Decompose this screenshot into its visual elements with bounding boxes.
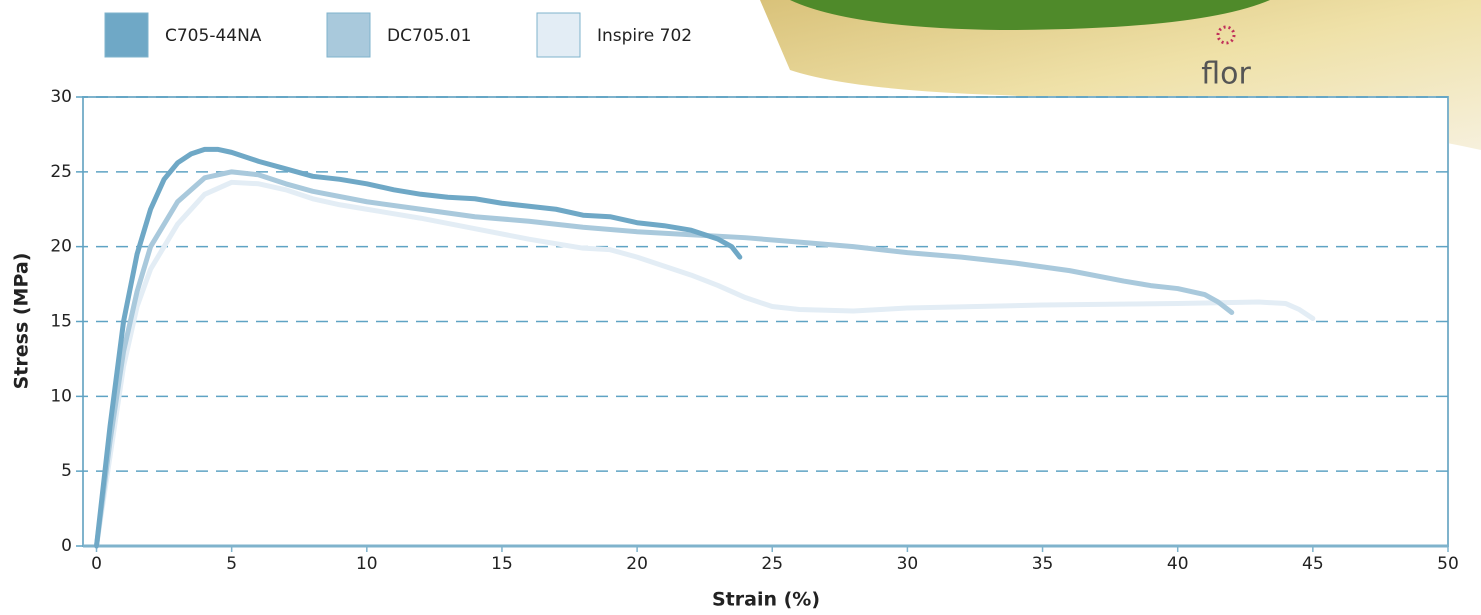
y-tick-label: 30 [50, 87, 72, 107]
x-tick-label: 35 [1032, 554, 1054, 574]
legend-swatch [104, 12, 149, 58]
x-tick-label: 5 [226, 554, 237, 574]
photo-green [790, 0, 1270, 30]
legend-swatch [536, 12, 581, 58]
y-tick-label: 10 [50, 386, 72, 406]
legend-label: C705-44NA [165, 26, 262, 46]
x-axis-label: Strain (%) [712, 589, 820, 611]
logo-icon [1216, 25, 1236, 45]
y-tick-label: 20 [50, 237, 72, 257]
x-tick-label: 50 [1437, 554, 1459, 574]
x-tick-label: 25 [761, 554, 783, 574]
y-tick-label: 5 [61, 461, 72, 481]
series-line [94, 179, 1316, 549]
x-tick-label: 30 [897, 554, 919, 574]
logo-text: flor [1201, 57, 1251, 92]
series-line [94, 146, 743, 549]
x-tick-label: 45 [1302, 554, 1324, 574]
x-tick-label: 40 [1167, 554, 1189, 574]
x-tick-label: 10 [356, 554, 378, 574]
x-tick-label: 0 [91, 554, 102, 574]
y-tick-label: 0 [61, 536, 72, 556]
y-tick-label: 15 [50, 312, 72, 332]
x-tick-label: 20 [626, 554, 648, 574]
y-tick-label: 25 [50, 162, 72, 182]
legend-label: DC705.01 [387, 26, 471, 46]
legend-swatch [326, 12, 371, 58]
series-line [94, 169, 1235, 549]
y-axis-label: Stress (MPa) [11, 253, 33, 390]
legend-label: Inspire 702 [597, 26, 692, 46]
x-tick-label: 15 [491, 554, 513, 574]
